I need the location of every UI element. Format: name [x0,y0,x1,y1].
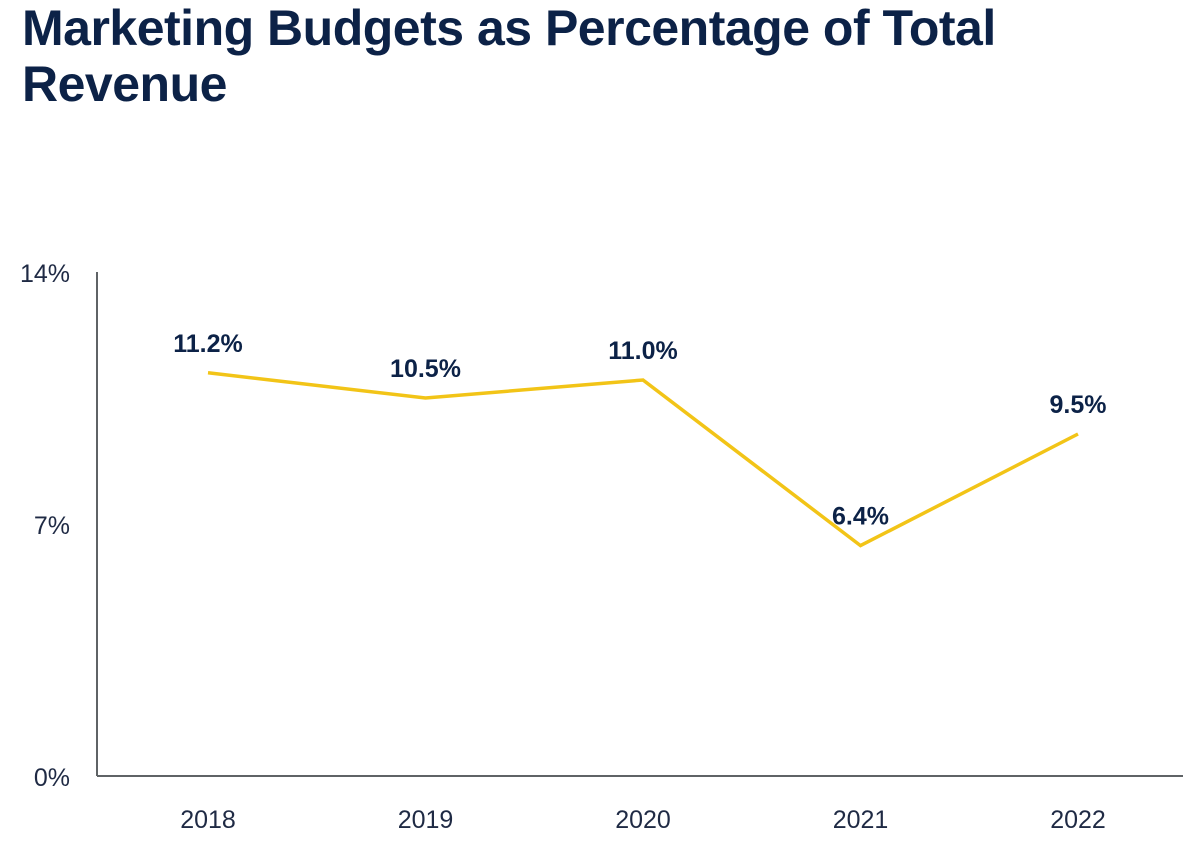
y-tick-label: 14% [20,260,70,288]
x-tick-label: 2020 [615,806,671,834]
series-line [207,371,1079,548]
data-label: 11.2% [173,330,243,358]
y-tick-label: 7% [34,512,70,540]
chart-axes [96,272,1183,777]
data-label: 6.4% [832,503,889,531]
data-label: 9.5% [1050,391,1107,419]
x-tick-label: 2019 [398,806,454,834]
y-tick-labels: 0% 7% 14% [20,260,70,792]
x-tick-label: 2018 [180,806,236,834]
x-tick-labels: 2018 2019 2020 2021 2022 [180,806,1106,834]
series-group [207,371,1079,548]
x-tick-label: 2021 [833,806,889,834]
x-tick-label: 2022 [1050,806,1106,834]
chart-title: Marketing Budgets as Percentage of Total… [22,0,996,112]
y-tick-label: 0% [34,764,70,792]
data-label: 11.0% [608,337,678,365]
data-labels: 11.2% 10.5% 11.0% 6.4% 9.5% [173,330,1106,531]
data-label: 10.5% [390,355,461,383]
